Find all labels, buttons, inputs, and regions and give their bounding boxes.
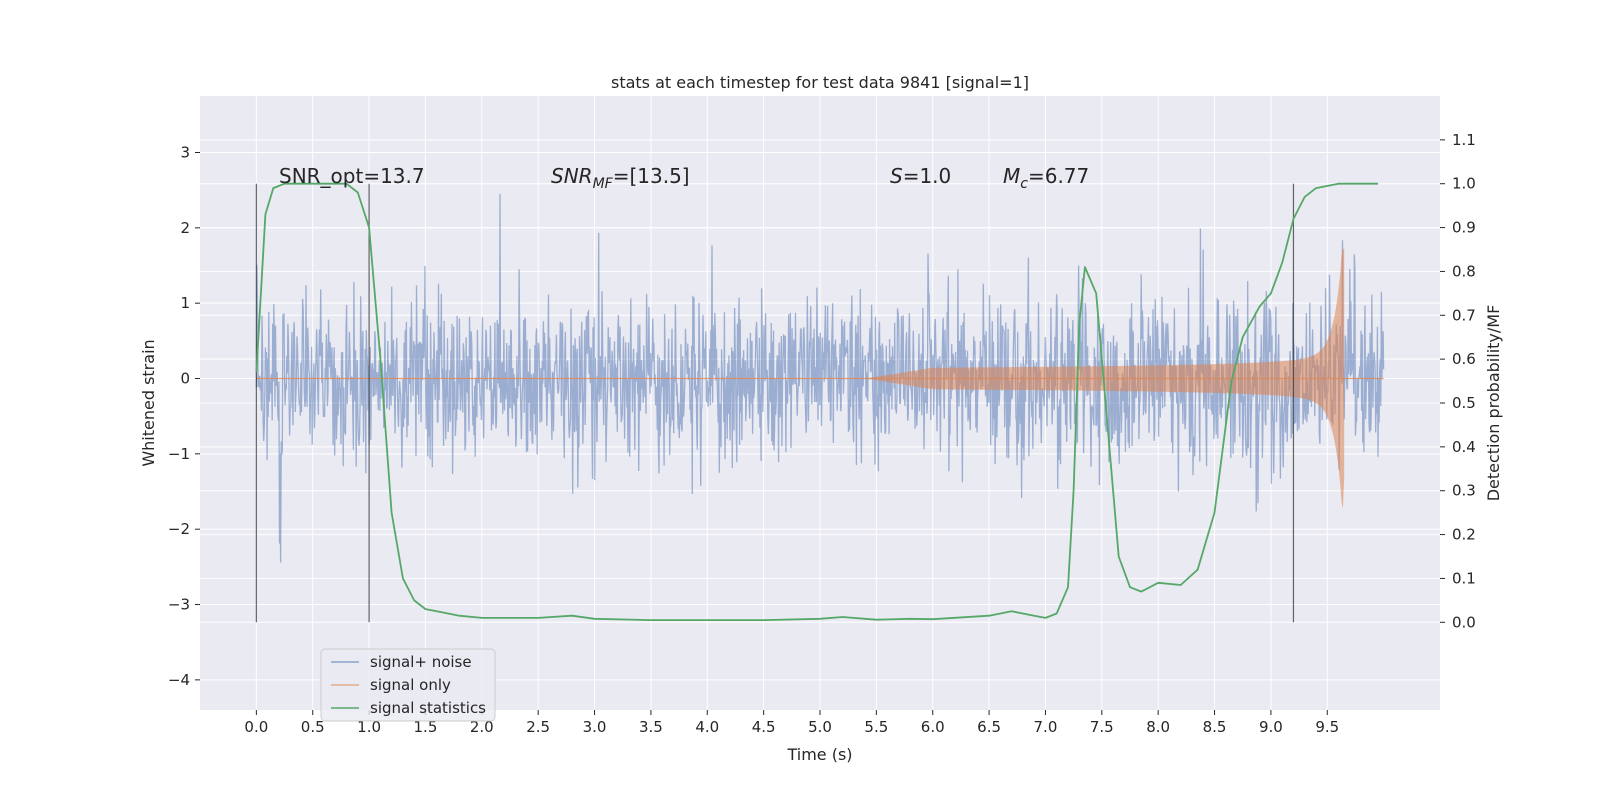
window-lines: [255, 183, 1295, 623]
y-tick-label-4: 0: [180, 370, 190, 388]
x-tick-label-6: 3.0: [583, 718, 607, 736]
y-tick-label-1: −3: [168, 596, 190, 614]
legend-label-signal-noise: signal+ noise: [370, 653, 472, 671]
signal-only-series: [256, 248, 1384, 509]
y-tick-label-3: −1: [168, 445, 190, 463]
annotation-snr-mf-main: SNR: [551, 164, 593, 188]
annotation-mc-main: M: [1003, 164, 1020, 188]
y2-tick-label-7: 0.7: [1452, 306, 1476, 324]
annotation-mc-value: =6.77: [1028, 164, 1089, 188]
y2-tick-label-4: 0.4: [1452, 438, 1476, 456]
x-tick-label-16: 8.0: [1146, 718, 1170, 736]
annotation-mc-sub: c: [1020, 176, 1028, 192]
y-axis-ticks: −4 −3 −2 −1 0 1 2 3: [168, 144, 200, 689]
x-tick-label-5: 2.5: [526, 718, 550, 736]
chart-title: stats at each timestep for test data 984…: [611, 73, 1029, 92]
y-tick-label-2: −2: [168, 520, 190, 538]
x-axis-label: Time (s): [786, 745, 852, 764]
annotation-snr-mf-value: =[13.5]: [613, 164, 690, 188]
x-tick-label-12: 6.0: [921, 718, 945, 736]
signal-statistics-series: [255, 182, 1378, 621]
annotation-mc: Mc=6.77: [1003, 164, 1089, 192]
y2-tick-label-8: 0.8: [1452, 262, 1476, 280]
annotation-snr-opt: SNR_opt=13.7: [279, 164, 425, 188]
annotation-snr-mf: SNRMF=[13.5]: [551, 164, 690, 192]
legend-label-signal-only: signal only: [370, 676, 451, 694]
x-axis-ticks: 0.0 0.5 1.0 1.5 2.0 2.5 3.0 3.5 4.0 4.5 5.0 5.5 6.0 6…: [244, 710, 1339, 736]
x-tick-label-13: 6.5: [977, 718, 1001, 736]
annotation-s-value: =1.0: [903, 164, 952, 188]
x-tick-label-7: 3.5: [639, 718, 663, 736]
x-tick-label-0: 0.0: [244, 718, 268, 736]
legend-label-signal-statistics: signal statistics: [370, 699, 486, 717]
annotation-s: S=1.0: [890, 164, 951, 188]
y2-axis-label: Detection probability/MF: [1484, 305, 1503, 502]
x-tick-label-2: 1.0: [357, 718, 381, 736]
y-tick-label-0: −4: [168, 671, 190, 689]
series-line-signal-statistics: [255, 182, 1378, 621]
y2-axis-ticks: 0.0 0.1 0.2 0.3 0.4 0.5 0.6 0.7 0.8 0.9 1.0 1.1: [1440, 131, 1476, 631]
x-tick-label-8: 4.0: [695, 718, 719, 736]
y-axis-label: Whitened strain: [139, 339, 158, 466]
y2-tick-label-2: 0.2: [1452, 526, 1476, 544]
y-tick-label-5: 1: [180, 294, 190, 312]
y2-tick-label-0: 0.0: [1452, 613, 1476, 631]
y2-tick-label-10: 1.0: [1452, 175, 1476, 193]
x-tick-label-9: 4.5: [752, 718, 776, 736]
legend-box: [320, 648, 496, 722]
annotation-s-main: S: [890, 164, 903, 188]
y-tick-label-7: 3: [180, 144, 190, 162]
y2-tick-label-6: 0.6: [1452, 350, 1476, 368]
x-tick-label-19: 9.5: [1315, 718, 1339, 736]
y2-tick-label-3: 0.3: [1452, 482, 1476, 500]
x-tick-label-14: 7.0: [1034, 718, 1058, 736]
legend: signal+ noise signal only signal statist…: [320, 648, 496, 722]
x-tick-label-17: 8.5: [1203, 718, 1227, 736]
y2-tick-label-11: 1.1: [1452, 131, 1476, 149]
x-tick-label-11: 5.5: [864, 718, 888, 736]
y2-tick-label-1: 0.1: [1452, 569, 1476, 587]
y2-tick-label-5: 0.5: [1452, 394, 1476, 412]
x-tick-label-15: 7.5: [1090, 718, 1114, 736]
x-tick-label-10: 5.0: [808, 718, 832, 736]
x-tick-label-3: 1.5: [414, 718, 438, 736]
x-tick-label-4: 2.0: [470, 718, 494, 736]
x-tick-label-1: 0.5: [301, 718, 325, 736]
x-tick-label-18: 9.0: [1259, 718, 1283, 736]
y-tick-label-6: 2: [180, 219, 190, 237]
y2-tick-label-9: 0.9: [1452, 219, 1476, 237]
annotation-snr-mf-sub: MF: [593, 176, 614, 192]
